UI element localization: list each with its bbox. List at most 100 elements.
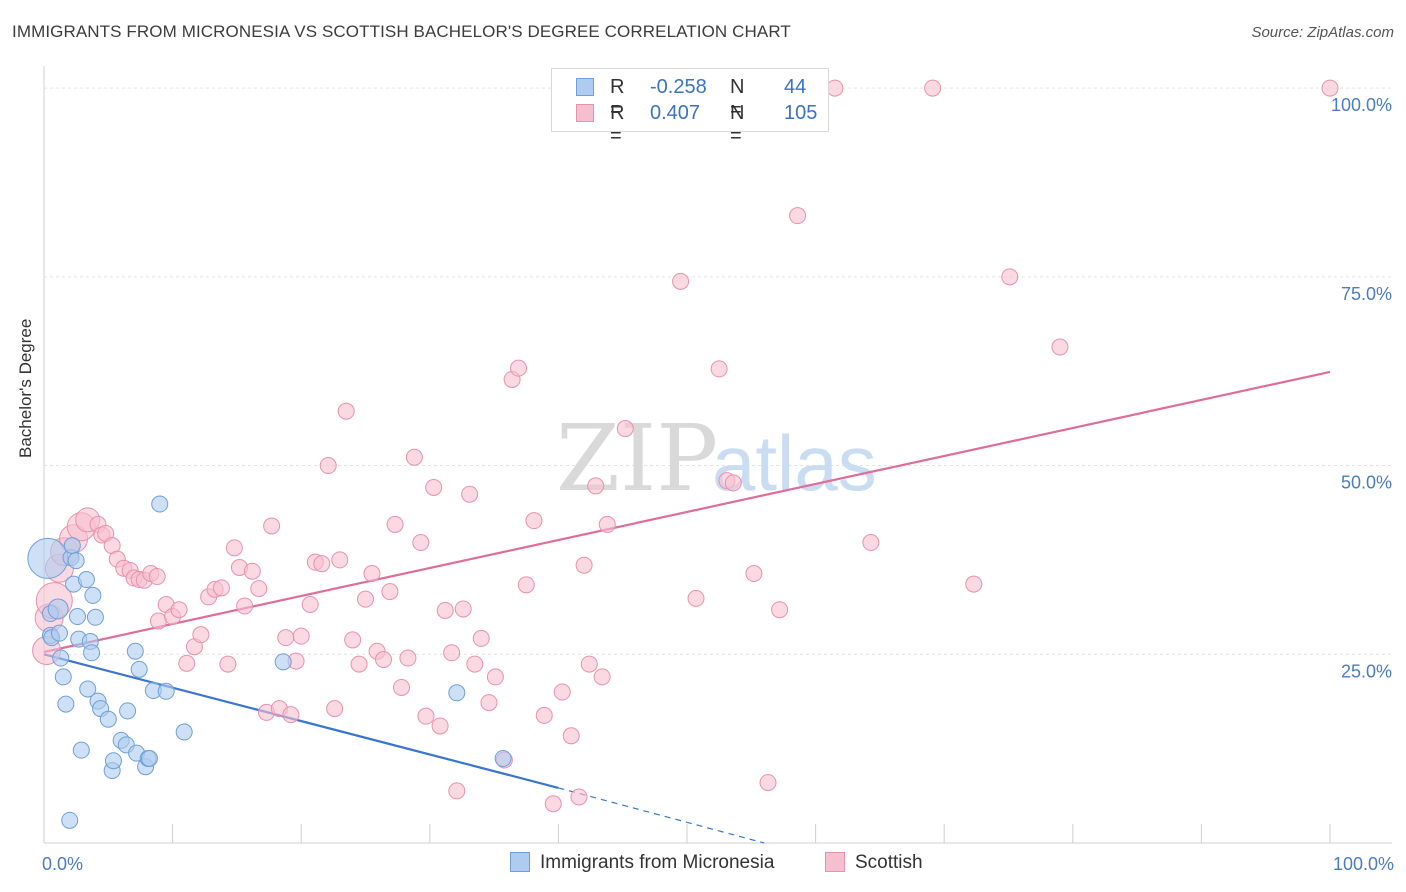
- legend-n-label: N =: [730, 76, 745, 121]
- scottish-point: [225, 539, 243, 557]
- micronesia-point: [54, 668, 72, 686]
- scottish-point: [724, 474, 742, 492]
- trend-line-micronesia-extension: [558, 787, 765, 844]
- scottish-point: [580, 655, 598, 673]
- scottish-point: [243, 562, 261, 580]
- micronesia-point: [84, 586, 102, 604]
- scottish-point: [375, 651, 393, 669]
- micronesia-point: [52, 649, 70, 667]
- legend-r-label: R =: [610, 102, 625, 147]
- scottish-point: [443, 644, 461, 662]
- scottish-point: [771, 601, 789, 619]
- scottish-point: [1001, 268, 1019, 286]
- micronesia-point: [63, 537, 81, 555]
- scottish-point: [326, 700, 344, 718]
- micronesia-point: [104, 752, 122, 770]
- scottish-point: [337, 402, 355, 420]
- scottish-point: [466, 655, 484, 673]
- scottish-point: [965, 575, 983, 593]
- scottish-point: [553, 683, 571, 701]
- scottish-point: [425, 478, 443, 496]
- micronesia-point: [99, 710, 117, 728]
- scottish-point: [436, 601, 454, 619]
- scottish-point: [357, 590, 374, 608]
- micronesia-point: [61, 811, 79, 829]
- scottish-point: [454, 600, 472, 618]
- series-legend-micronesia: Immigrants from Micronesia: [510, 852, 774, 874]
- micronesia-point: [47, 598, 69, 620]
- scottish-point: [710, 360, 728, 378]
- scottish-point: [381, 583, 399, 601]
- scottish-point: [292, 627, 310, 645]
- micronesia-point: [57, 695, 75, 713]
- scottish-point: [575, 556, 593, 574]
- micronesia-point: [67, 552, 85, 570]
- data-points: [27, 79, 1339, 829]
- source-label: Source: ZipAtlas.com: [1251, 24, 1394, 41]
- y-tick-label: 75.0%: [1341, 284, 1392, 304]
- micronesia-point: [151, 495, 169, 513]
- scottish-point: [393, 678, 411, 696]
- tick-labels: 25.0% 50.0% 75.0% 100.0% 0.0% 100.0%: [42, 95, 1394, 874]
- scottish-point: [687, 589, 705, 607]
- y-tick-label: 100.0%: [1331, 95, 1392, 115]
- micronesia-point: [494, 749, 512, 767]
- scottish-point: [461, 485, 479, 503]
- micronesia-point: [79, 680, 97, 698]
- micronesia-point: [130, 660, 148, 678]
- scottish-point: [570, 788, 588, 806]
- micronesia-point: [86, 608, 104, 626]
- scottish-point: [350, 655, 368, 673]
- trend-line-micronesia: [43, 653, 559, 789]
- scottish-point: [862, 534, 880, 552]
- micronesia-point: [50, 624, 68, 642]
- micronesia-point: [175, 723, 193, 741]
- scottish-point: [250, 580, 268, 598]
- legend-n-value: 105: [784, 102, 818, 124]
- series-swatch-micronesia: [510, 852, 530, 872]
- axes: [43, 66, 1392, 844]
- scottish-point: [544, 795, 562, 813]
- scottish-point: [319, 457, 337, 475]
- scottish-point: [149, 612, 167, 630]
- scottish-point: [405, 448, 423, 466]
- scottish-point: [219, 655, 237, 673]
- watermark-zip: ZIP: [556, 405, 718, 512]
- scottish-point: [510, 359, 528, 377]
- scottish-point: [535, 706, 553, 724]
- x-tick-label: 100.0%: [1333, 854, 1394, 874]
- trend-lines: [43, 370, 1331, 844]
- scottish-point: [517, 576, 535, 594]
- scottish-point: [178, 654, 196, 672]
- micronesia-point: [126, 642, 144, 660]
- scottish-point: [399, 649, 417, 667]
- scottish-point: [1321, 79, 1339, 97]
- scottish-point: [313, 555, 331, 573]
- scottish-point: [598, 515, 616, 533]
- scottish-point: [212, 579, 230, 597]
- micronesia-point: [157, 682, 175, 700]
- legend-r-value: -0.258: [650, 76, 707, 98]
- micronesia-point: [274, 653, 292, 671]
- scottish-point: [789, 207, 807, 225]
- y-tick-label: 25.0%: [1341, 661, 1392, 681]
- series-legend-scottish: Scottish: [825, 852, 923, 874]
- scottish-point: [924, 79, 942, 97]
- scottish-point: [263, 517, 281, 535]
- stats-legend: R = -0.258 N = 44 R = 0.407 N = 105: [551, 68, 829, 147]
- chart-title: IMMIGRANTS FROM MICRONESIA VS SCOTTISH B…: [12, 22, 791, 41]
- scottish-point: [236, 597, 254, 615]
- watermark: ZIP atlas: [556, 405, 877, 512]
- legend-n-label: N =: [730, 102, 745, 147]
- micronesia-point: [27, 537, 69, 579]
- legend-n-value: 44: [784, 76, 807, 98]
- micronesia-point: [448, 684, 466, 702]
- legend-r-value: 0.407: [650, 102, 701, 124]
- scottish-point: [282, 706, 300, 724]
- scottish-point: [525, 512, 543, 530]
- series-name-scottish: Scottish: [855, 852, 923, 873]
- y-axis-label: Bachelor's Degree: [16, 318, 35, 458]
- scottish-point: [412, 534, 430, 552]
- scottish-point: [363, 565, 381, 582]
